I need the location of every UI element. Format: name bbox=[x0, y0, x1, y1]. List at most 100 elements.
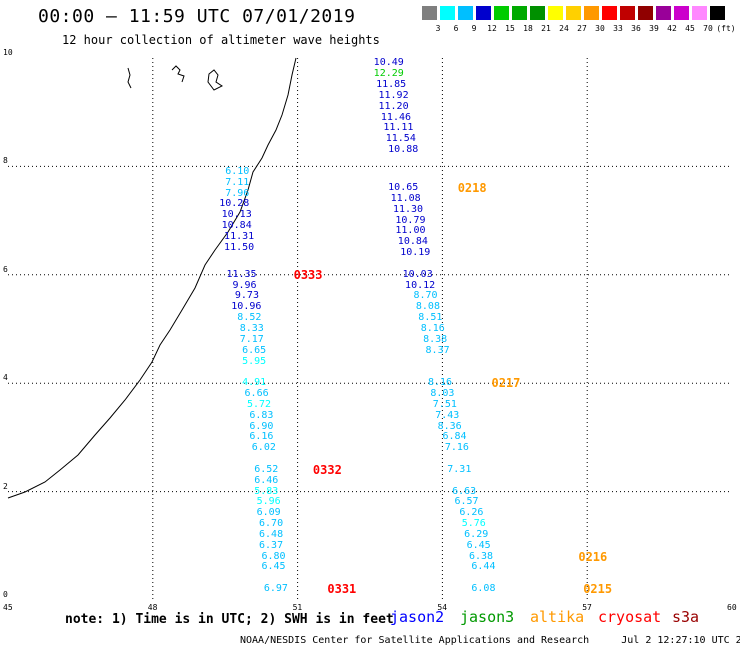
wave-height-value: 11.08 bbox=[390, 192, 421, 204]
wave-height-value: 8.08 bbox=[415, 301, 440, 313]
wave-height-value: 7.17 bbox=[239, 333, 264, 345]
wave-height-value: 11.31 bbox=[224, 230, 255, 242]
wave-height-value: 6.57 bbox=[454, 496, 479, 508]
colorbar-swatch bbox=[458, 6, 473, 20]
wave-height-value: 6.70 bbox=[259, 518, 284, 530]
wave-height-value: 5.83 bbox=[254, 485, 279, 497]
wave-height-value: 10.28 bbox=[219, 198, 250, 210]
colorbar-swatch bbox=[602, 6, 617, 20]
colorbar-swatch bbox=[476, 6, 491, 20]
lon-tick-label: 45 bbox=[3, 603, 13, 612]
wave-height-value: 6.10 bbox=[225, 165, 250, 177]
wave-height-value: 10.12 bbox=[405, 279, 436, 291]
wave-height-value: 6.63 bbox=[452, 485, 477, 497]
wave-height-value: 6.84 bbox=[442, 431, 467, 443]
wave-height-value: 7.31 bbox=[447, 463, 472, 475]
colorbar-label: 27 bbox=[577, 24, 587, 33]
wave-height-value: 6.48 bbox=[259, 528, 284, 540]
wave-height-value: 8.70 bbox=[413, 290, 438, 302]
wave-height-value: 10.49 bbox=[373, 57, 404, 69]
colorbar-swatch bbox=[440, 6, 455, 20]
wave-height-value: 6.80 bbox=[261, 550, 286, 562]
lon-tick-label: 60 bbox=[727, 603, 737, 612]
colorbar-label: 70 bbox=[703, 24, 713, 33]
colorbar-label: (ft) bbox=[716, 24, 736, 33]
wave-height-value: 10.96 bbox=[231, 301, 262, 313]
lat-tick-label: 10 bbox=[3, 48, 13, 57]
wave-height-value: 11.46 bbox=[380, 111, 412, 123]
wave-height-value: 11.50 bbox=[224, 241, 255, 253]
colorbar-swatch bbox=[692, 6, 707, 20]
lon-tick-label: 54 bbox=[437, 603, 448, 612]
wave-height-value: 7.16 bbox=[444, 442, 469, 454]
wave-height-value: 7.96 bbox=[225, 187, 250, 199]
wave-height-value: 6.26 bbox=[459, 507, 484, 519]
wave-height-value: 8.36 bbox=[437, 420, 462, 432]
colorbar-label: 30 bbox=[595, 24, 605, 33]
colorbar-swatch bbox=[494, 6, 509, 20]
wave-height-value: 4.91 bbox=[242, 377, 267, 389]
map-title: 00:00 – 11:59 UTC 07/01/2019 bbox=[38, 6, 356, 27]
wave-height-value: 6.65 bbox=[242, 344, 267, 356]
colorbar-label: 33 bbox=[613, 24, 623, 33]
wave-height-value: 10.13 bbox=[221, 209, 252, 221]
colorbar-label: 45 bbox=[685, 24, 695, 33]
wave-height-value: 8.03 bbox=[430, 388, 455, 400]
footer-credit: NOAA/NESDIS Center for Satellite Applica… bbox=[240, 635, 740, 646]
wave-height-value: 11.20 bbox=[378, 100, 409, 112]
colorbar-swatch bbox=[530, 6, 545, 20]
wave-height-value: 11.00 bbox=[395, 225, 426, 237]
wave-height-value: 6.83 bbox=[249, 409, 274, 421]
wave-height-value: 10.84 bbox=[221, 220, 252, 232]
lat-tick-label: 4 bbox=[3, 373, 8, 383]
wave-height-value: 11.85 bbox=[376, 79, 407, 91]
colorbar-swatch bbox=[710, 6, 725, 20]
lon-tick-label: 57 bbox=[582, 603, 592, 612]
legend-altika: altika bbox=[530, 608, 585, 626]
wave-height-value: 11.11 bbox=[383, 122, 414, 134]
colorbar-label: 3 bbox=[435, 24, 441, 33]
wave-height-value: 6.90 bbox=[249, 420, 274, 432]
colorbar-label: 42 bbox=[667, 24, 677, 33]
wave-height-value: 6.08 bbox=[471, 583, 496, 595]
pass-time-label: 0333 bbox=[293, 267, 323, 282]
wave-height-value: 8.33 bbox=[239, 323, 264, 334]
lat-tick-label: 6 bbox=[3, 264, 8, 274]
wave-height-value: 6.66 bbox=[244, 388, 269, 400]
wave-height-value: 8.16 bbox=[427, 377, 453, 389]
colorbar-label: 12 bbox=[487, 24, 497, 33]
colorbar-swatch bbox=[584, 6, 599, 20]
pass-time-label: 0216 bbox=[578, 549, 608, 564]
wave-height-value: 10.03 bbox=[402, 268, 433, 280]
pass-time-label: 0217 bbox=[491, 376, 521, 391]
wave-height-value: 10.88 bbox=[388, 144, 419, 156]
wave-height-value: 6.46 bbox=[254, 474, 279, 486]
colorbar-swatch bbox=[620, 6, 635, 20]
credit-text: NOAA/NESDIS Center for Satellite Applica… bbox=[240, 635, 590, 646]
legend-jason3: jason3 bbox=[460, 608, 515, 626]
wave-height-value: 8.51 bbox=[418, 312, 443, 324]
colorbar-label: 15 bbox=[505, 24, 515, 33]
colorbar-label: 18 bbox=[523, 24, 533, 33]
wave-height-value: 10.79 bbox=[395, 214, 426, 226]
wave-height-value: 11.92 bbox=[378, 89, 409, 101]
wave-height-value: 6.38 bbox=[468, 550, 494, 562]
wave-height-value: 6.52 bbox=[254, 463, 279, 475]
lat-tick-label: 8 bbox=[3, 156, 8, 166]
colorbar-swatch bbox=[674, 6, 689, 20]
wave-height-value: 12.29 bbox=[373, 68, 404, 80]
wave-height-value: 5.72 bbox=[246, 398, 272, 410]
wave-height-value: 6.16 bbox=[249, 431, 274, 443]
wave-height-value: 6.45 bbox=[466, 539, 491, 551]
colorbar-label: 24 bbox=[559, 24, 569, 33]
legend-jason2: jason2 bbox=[390, 608, 445, 626]
colorbar-label: 36 bbox=[631, 24, 641, 33]
pass-time-label: 0218 bbox=[457, 181, 487, 196]
wave-height-value: 8.38 bbox=[423, 333, 448, 345]
wave-height-value: 8.52 bbox=[237, 312, 262, 324]
wave-height-value: 7.43 bbox=[435, 409, 460, 421]
lon-tick-label: 48 bbox=[147, 603, 158, 612]
lat-tick-label: 2 bbox=[3, 481, 8, 491]
